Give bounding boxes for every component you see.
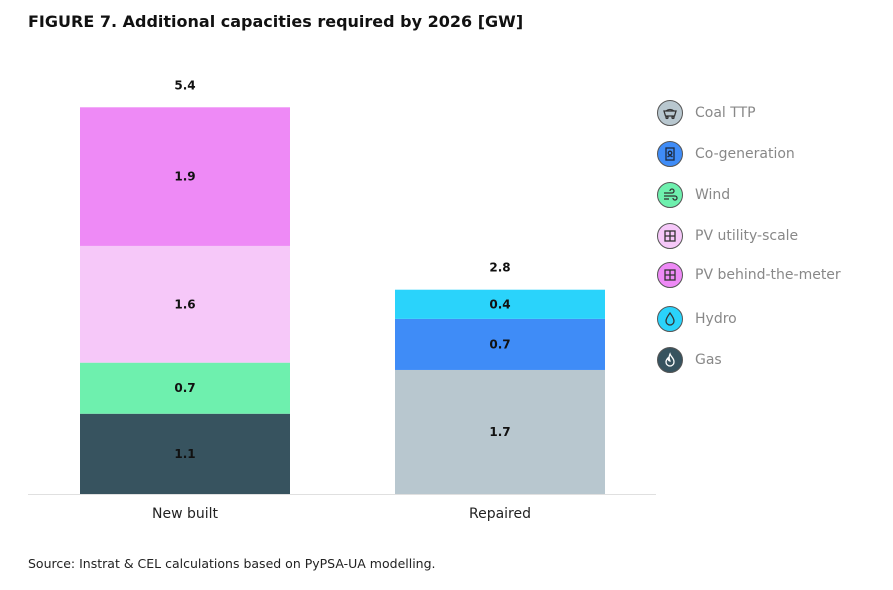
data-label: 0.7 — [489, 337, 510, 351]
data-label: 1.9 — [174, 170, 195, 184]
chart-title: FIGURE 7. Additional capacities required… — [28, 12, 524, 31]
bar-segment-repaired-co-generation — [395, 318, 605, 370]
legend-label: Coal TTP — [695, 105, 756, 121]
coal-cart-icon — [657, 100, 683, 126]
bar-segment-new-built-pv-behind-the-meter — [80, 107, 290, 246]
solar-panel-icon — [657, 262, 683, 288]
water-drop-icon — [657, 306, 683, 332]
bar-segment-repaired-coal-ttp — [395, 369, 605, 494]
cogeneration-icon — [657, 141, 683, 167]
legend-label: Gas — [695, 352, 722, 368]
legend-item-pv-utility-scale: PV utility-scale — [657, 221, 798, 251]
legend-label: PV behind-the-meter — [695, 267, 841, 283]
legend-item-hydro: Hydro — [657, 304, 737, 334]
flame-icon — [657, 347, 683, 373]
x-tick-label: Repaired — [469, 506, 531, 522]
data-label: 1.6 — [174, 297, 195, 311]
bar-segment-repaired-hydro — [395, 289, 605, 319]
solar-panel-icon — [657, 223, 683, 249]
source-note: Source: Instrat & CEL calculations based… — [28, 556, 436, 571]
legend-item-gas: Gas — [657, 345, 722, 375]
legend-label: PV utility-scale — [695, 228, 799, 244]
legend-label: Wind — [695, 187, 731, 203]
data-label: 0.7 — [174, 381, 195, 395]
bar-segment-new-built-gas — [80, 413, 290, 494]
x-tick-label: New built — [152, 506, 219, 522]
legend-item-pv-behind-the-meter: PV behind-the-meter — [657, 260, 841, 290]
bar-segment-new-built-wind — [80, 362, 290, 414]
legend-label: Hydro — [695, 311, 737, 327]
legend-item-coal-ttp: Coal TTP — [657, 98, 756, 128]
data-label: 1.7 — [489, 425, 510, 439]
total-label: 2.8 — [489, 261, 510, 275]
bar-segment-new-built-pv-utility-scale — [80, 245, 290, 363]
legend-item-wind: Wind — [657, 180, 730, 210]
legend-item-co-generation: Co-generation — [657, 139, 795, 169]
data-label: 1.1 — [174, 447, 195, 461]
legend-label: Co-generation — [695, 146, 795, 162]
data-label: 0.4 — [489, 297, 510, 311]
total-label: 5.4 — [174, 78, 195, 92]
wind-icon — [657, 182, 683, 208]
